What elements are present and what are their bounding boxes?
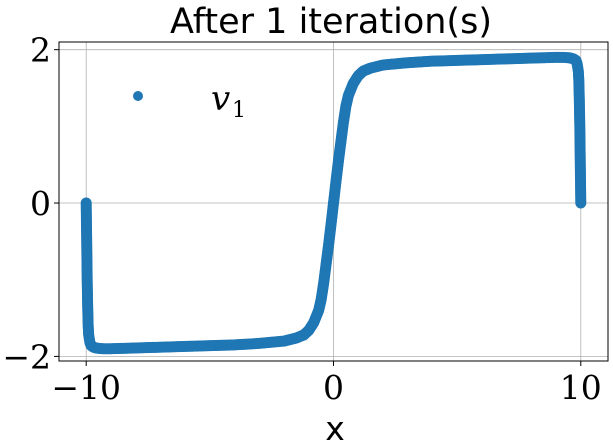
x-axis-label: x <box>325 409 345 443</box>
x-tick-label: 0 <box>323 368 344 407</box>
chart-title: After 1 iteration(s) <box>170 2 492 42</box>
x-tick-label: 10 <box>560 368 602 407</box>
y-tick-label: 0 <box>30 184 51 223</box>
legend-label: v <box>211 79 230 119</box>
data-series-v1 <box>80 51 587 355</box>
legend-label-subscript: 1 <box>232 98 246 123</box>
legend-marker <box>133 91 143 101</box>
y-tick-label: −2 <box>2 337 51 376</box>
x-tick-label: −10 <box>51 368 121 407</box>
y-tick-label: 2 <box>30 31 51 70</box>
data-point <box>575 197 587 209</box>
legend: v 1 <box>133 79 246 123</box>
axis-ticks: −10 0 10 −2 0 2 <box>2 31 601 407</box>
